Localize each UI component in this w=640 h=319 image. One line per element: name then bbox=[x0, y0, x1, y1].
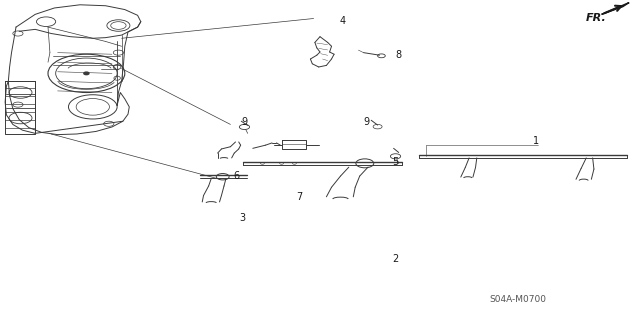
Text: 7: 7 bbox=[296, 192, 303, 202]
Text: 9: 9 bbox=[241, 117, 248, 127]
Text: 1: 1 bbox=[533, 136, 540, 146]
Text: 9: 9 bbox=[363, 117, 369, 127]
Text: 3: 3 bbox=[239, 212, 245, 223]
Text: 6: 6 bbox=[234, 171, 240, 182]
Text: 4: 4 bbox=[339, 16, 346, 26]
Polygon shape bbox=[602, 3, 629, 14]
Text: FR.: FR. bbox=[586, 13, 606, 23]
Text: 2: 2 bbox=[392, 254, 399, 264]
Circle shape bbox=[84, 72, 89, 75]
Text: 8: 8 bbox=[395, 50, 401, 60]
Text: S04A-M0700: S04A-M0700 bbox=[490, 295, 547, 304]
Text: 5: 5 bbox=[392, 157, 399, 167]
